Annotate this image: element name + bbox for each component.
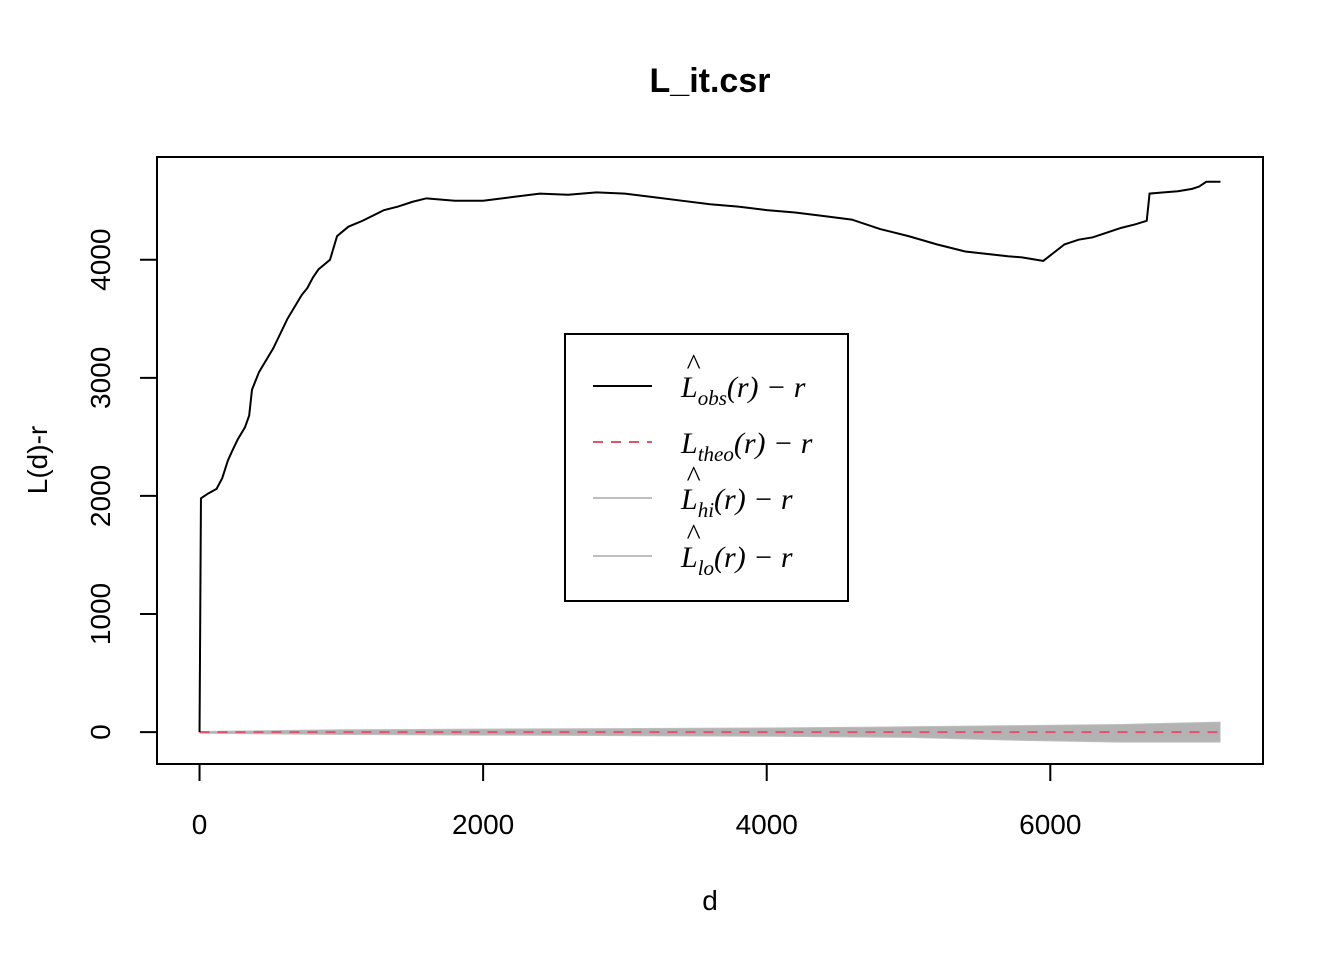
y-tick-label: 1000 (85, 583, 116, 645)
y-tick-label: 4000 (85, 229, 116, 291)
series-line-lo (199, 732, 1221, 743)
series-lines (198, 180, 1221, 743)
series-line-obs (198, 180, 1221, 733)
x-axis: 0 2000 4000 6000 (192, 763, 1081, 840)
legend-hat-lo: ^ (686, 518, 701, 551)
y-axis: 0 1000 2000 3000 4000 (85, 229, 158, 740)
y-tick-label: 0 (85, 724, 116, 740)
y-axis-label: L(d)-r (22, 426, 53, 494)
legend-label-lo: Llo(r) − r (680, 541, 793, 580)
x-tick-label: 2000 (452, 809, 514, 840)
y-tick-label: 3000 (85, 347, 116, 409)
legend-label-hi: Lhi(r) − r (680, 483, 793, 522)
legend-label-theo: Ltheo(r) − r (680, 427, 813, 466)
x-tick-label: 6000 (1019, 809, 1081, 840)
x-axis-label: d (702, 885, 718, 916)
series-line-hi (199, 721, 1221, 733)
y-tick-label: 2000 (85, 465, 116, 527)
legend-hat-hi: ^ (686, 460, 701, 493)
chart-title: L_it.csr (650, 62, 771, 100)
x-tick-label: 4000 (736, 809, 798, 840)
legend-label-obs: Lobs(r) − r (680, 371, 806, 410)
x-tick-label: 0 (192, 809, 208, 840)
legend-hat-obs: ^ (686, 348, 701, 381)
